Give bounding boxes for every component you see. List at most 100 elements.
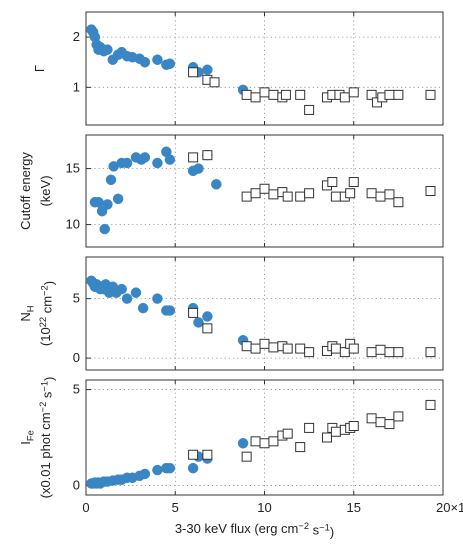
data-point-open <box>339 92 350 103</box>
data-point-filled <box>152 293 163 304</box>
x-axis-label: 3-30 keV flux (erg cm−2​ s−1​) <box>175 521 334 539</box>
data-point-open <box>348 177 359 188</box>
y-axis-label: Γ <box>32 65 47 72</box>
data-point-open <box>282 343 293 354</box>
data-point-open <box>330 191 341 202</box>
data-point-filled <box>202 64 213 76</box>
y-axis-label-units: (keV) <box>38 175 53 206</box>
data-point-open <box>268 189 279 200</box>
data-point-open <box>348 343 359 354</box>
data-point-open <box>268 89 279 100</box>
data-point-open <box>268 436 279 447</box>
data-point-open <box>384 189 395 200</box>
y-tick-label: 15 <box>66 161 80 176</box>
y-axis-label: Cutoff energy <box>18 152 33 230</box>
data-point-filled <box>99 223 110 235</box>
data-point-open <box>295 343 306 354</box>
y-axis-label: IFe​ <box>18 430 35 445</box>
data-point-filled <box>121 157 133 169</box>
data-point-open <box>241 451 252 462</box>
data-point-open <box>259 183 270 194</box>
data-point-filled <box>211 179 222 190</box>
data-point-open <box>202 150 213 161</box>
data-point-filled <box>152 464 163 476</box>
data-point-filled <box>102 199 113 210</box>
data-point-open <box>241 191 252 202</box>
data-point-open <box>321 432 332 443</box>
data-point-filled <box>121 293 133 304</box>
y-tick-label: 0 <box>73 350 80 365</box>
data-point-open <box>202 449 213 460</box>
data-point-open <box>348 421 359 431</box>
data-point-filled <box>139 152 151 163</box>
data-point-open <box>393 197 404 208</box>
data-point-filled <box>187 462 199 474</box>
data-point-open <box>295 89 306 100</box>
y-tick-label: 5 <box>73 382 80 397</box>
data-point-filled <box>105 174 117 186</box>
data-point-open <box>393 411 404 422</box>
data-point-open <box>425 399 436 410</box>
data-point-open <box>295 191 306 202</box>
data-point-open <box>327 177 338 188</box>
data-point-open <box>250 436 261 447</box>
data-point-open <box>259 87 270 98</box>
y-axis-label-units: (1022​ cm−2​) <box>38 281 56 346</box>
data-point-filled <box>112 193 124 205</box>
data-point-filled <box>202 311 213 322</box>
data-point-open <box>280 89 291 100</box>
data-point-open <box>366 188 377 199</box>
x-tick-label: 10 <box>257 500 271 515</box>
y-tick-label: 10 <box>66 217 80 232</box>
data-point-filled <box>164 462 176 474</box>
data-point-open <box>366 89 377 100</box>
data-point-open <box>304 347 315 358</box>
data-point-open <box>384 347 395 358</box>
data-point-open <box>241 341 252 352</box>
data-point-filled <box>102 44 113 55</box>
y-axis-label: NH​ <box>18 305 35 321</box>
x-tick-label: 15 <box>347 500 361 515</box>
x-tick-label: 20×10 <box>436 500 463 515</box>
data-point-open <box>259 438 270 449</box>
data-point-filled <box>164 305 176 316</box>
data-point-open <box>339 347 350 358</box>
data-point-filled <box>93 196 104 208</box>
data-point-open <box>295 442 306 453</box>
data-point-open <box>282 428 293 439</box>
data-point-filled <box>164 58 176 69</box>
data-point-open <box>366 413 377 424</box>
data-point-open <box>425 347 436 358</box>
data-point-open <box>393 89 404 100</box>
y-tick-label: 5 <box>73 291 80 306</box>
data-point-open <box>250 92 261 103</box>
data-point-filled <box>116 283 127 295</box>
data-point-filled <box>193 317 204 328</box>
data-point-filled <box>237 438 249 449</box>
data-point-filled <box>137 302 149 314</box>
data-point-open <box>304 422 315 433</box>
data-point-open <box>188 307 199 318</box>
data-point-filled <box>139 56 151 68</box>
data-point-open <box>384 419 395 430</box>
data-point-filled <box>164 154 176 165</box>
data-point-open <box>375 417 386 428</box>
data-point-open <box>384 89 395 100</box>
data-point-open <box>366 347 377 358</box>
data-point-open <box>241 89 252 100</box>
data-point-open <box>304 188 315 199</box>
data-point-open <box>425 186 436 196</box>
data-point-open <box>371 97 382 108</box>
data-point-open <box>188 152 199 163</box>
data-point-open <box>250 188 261 199</box>
data-point-open <box>330 343 341 354</box>
data-point-open <box>345 188 356 199</box>
data-point-open <box>304 104 315 115</box>
x-tick-label: 0 <box>82 500 89 515</box>
data-point-open <box>250 343 261 354</box>
data-point-open <box>425 89 436 100</box>
data-point-filled <box>152 54 163 65</box>
data-point-open <box>268 342 279 353</box>
y-tick-label: 0 <box>73 477 80 492</box>
